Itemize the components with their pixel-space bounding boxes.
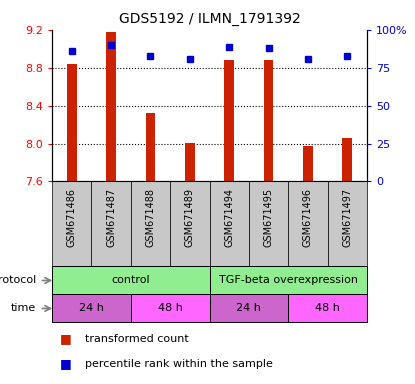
Text: ■: ■ bbox=[60, 358, 76, 370]
Text: ■: ■ bbox=[60, 332, 76, 345]
Bar bbox=[91, 182, 131, 266]
Text: 48 h: 48 h bbox=[158, 303, 183, 313]
Title: GDS5192 / ILMN_1791392: GDS5192 / ILMN_1791392 bbox=[119, 12, 300, 26]
Text: protocol: protocol bbox=[0, 275, 36, 285]
Bar bbox=[327, 182, 367, 266]
Text: GSM671497: GSM671497 bbox=[342, 188, 352, 247]
Bar bbox=[264, 60, 273, 182]
Text: control: control bbox=[112, 275, 150, 285]
Text: TGF-beta overexpression: TGF-beta overexpression bbox=[219, 275, 358, 285]
Text: GSM671486: GSM671486 bbox=[67, 188, 77, 247]
Text: GSM671489: GSM671489 bbox=[185, 188, 195, 247]
Bar bbox=[52, 182, 91, 266]
Text: GSM671496: GSM671496 bbox=[303, 188, 313, 247]
Text: GSM671488: GSM671488 bbox=[145, 188, 156, 247]
Bar bbox=[52, 295, 131, 323]
Bar bbox=[106, 32, 116, 182]
Bar bbox=[342, 138, 352, 182]
Bar bbox=[288, 182, 327, 266]
Bar bbox=[146, 113, 155, 182]
Text: 24 h: 24 h bbox=[237, 303, 261, 313]
Text: time: time bbox=[11, 303, 36, 313]
Bar bbox=[224, 60, 234, 182]
Text: percentile rank within the sample: percentile rank within the sample bbox=[85, 359, 273, 369]
Bar bbox=[52, 266, 210, 295]
Bar bbox=[249, 182, 288, 266]
Bar bbox=[210, 182, 249, 266]
Text: transformed count: transformed count bbox=[85, 334, 189, 344]
Bar bbox=[288, 295, 367, 323]
Text: 48 h: 48 h bbox=[315, 303, 340, 313]
Text: GSM671495: GSM671495 bbox=[264, 188, 273, 247]
Bar bbox=[170, 182, 210, 266]
Text: GSM671487: GSM671487 bbox=[106, 188, 116, 247]
Bar bbox=[185, 143, 195, 182]
Bar bbox=[131, 182, 170, 266]
Bar bbox=[303, 146, 313, 182]
Bar bbox=[210, 266, 367, 295]
Text: GSM671494: GSM671494 bbox=[224, 188, 234, 247]
Text: 24 h: 24 h bbox=[79, 303, 104, 313]
Bar bbox=[131, 295, 210, 323]
Bar bbox=[67, 64, 77, 182]
Bar bbox=[210, 295, 288, 323]
